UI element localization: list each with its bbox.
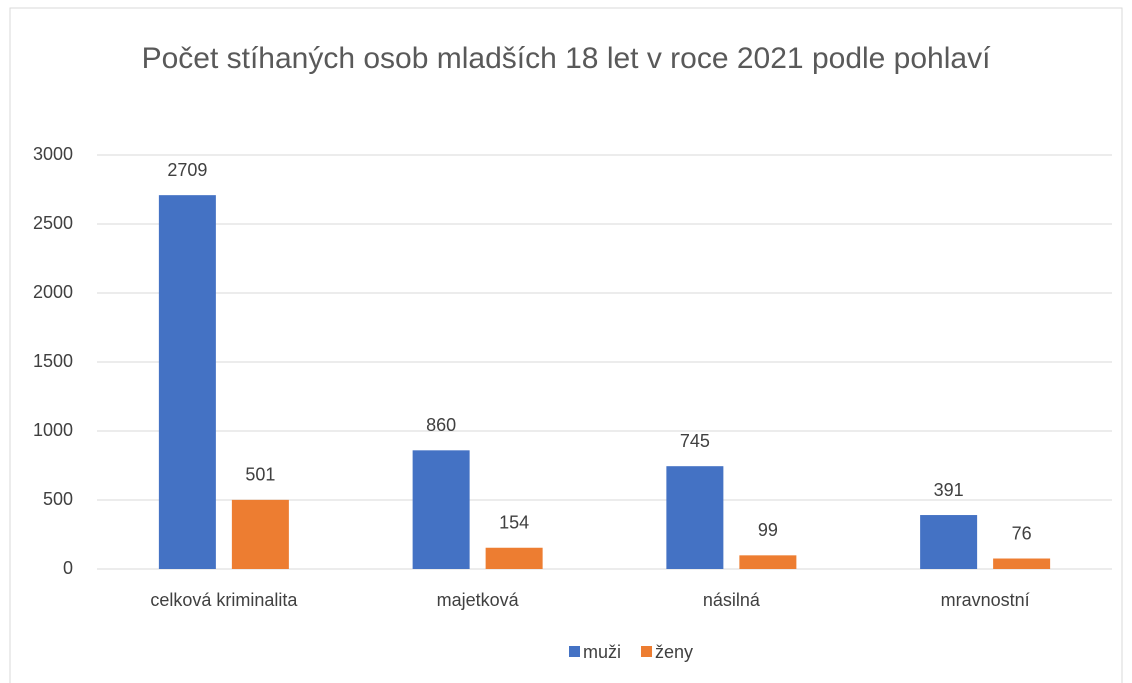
y-tick-label: 500 — [43, 489, 73, 509]
legend-swatch — [641, 646, 653, 657]
bar — [666, 466, 724, 569]
y-tick-label: 1000 — [33, 420, 73, 440]
y-tick-label: 1500 — [33, 351, 73, 371]
data-label: 860 — [426, 415, 456, 435]
bar — [158, 195, 216, 569]
y-tick-label: 2500 — [33, 213, 73, 233]
bar — [231, 499, 289, 569]
chart-title: Počet stíhaných osob mladších 18 let v r… — [141, 42, 991, 75]
legend-label: muži — [583, 642, 621, 662]
bar — [412, 450, 470, 569]
bar — [739, 555, 797, 569]
data-label: 501 — [245, 465, 275, 485]
data-label: 99 — [758, 520, 778, 540]
bar — [920, 515, 978, 569]
x-tick-label: majetková — [437, 590, 520, 610]
legend-label: ženy — [655, 642, 693, 662]
y-tick-label: 2000 — [33, 282, 73, 302]
x-tick-label: celková kriminalita — [150, 590, 298, 610]
x-tick-label: mravnostní — [941, 590, 1030, 610]
data-label: 154 — [499, 512, 529, 532]
y-tick-label: 0 — [63, 558, 73, 578]
data-label: 391 — [934, 480, 964, 500]
data-label: 745 — [680, 431, 710, 451]
bar — [993, 558, 1051, 569]
data-label: 76 — [1012, 523, 1032, 543]
x-tick-label: násilná — [703, 590, 761, 610]
data-label: 2709 — [167, 160, 207, 180]
legend-swatch — [569, 646, 580, 657]
bar — [485, 547, 543, 569]
y-tick-label: 3000 — [33, 144, 73, 164]
